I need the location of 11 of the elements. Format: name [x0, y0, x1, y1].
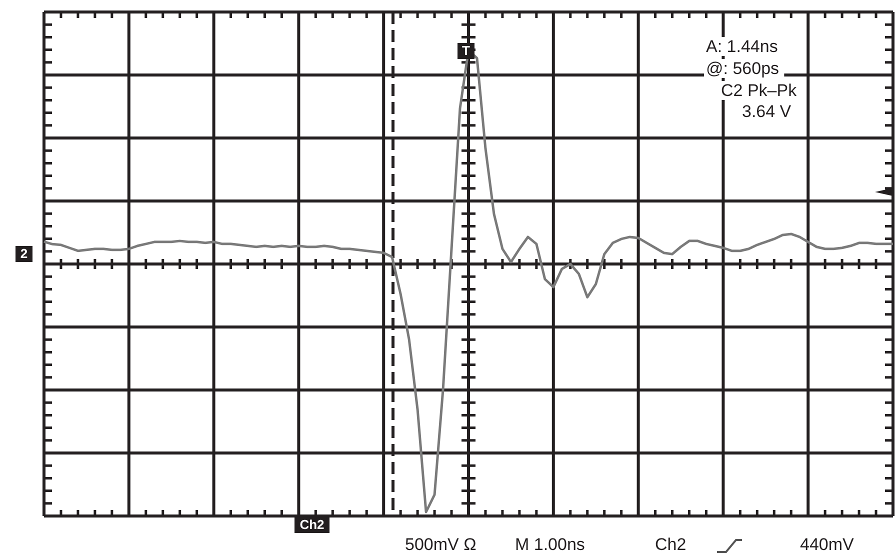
annotation: @: 560ps	[706, 59, 780, 78]
text: 440mV	[800, 535, 855, 554]
annotation: T	[462, 43, 470, 58]
text: Ch2	[300, 517, 324, 532]
annotation: C2 Pk–Pk	[721, 81, 798, 100]
annotation: A: 1.44ns	[706, 37, 778, 56]
text: 2	[20, 246, 28, 261]
annotation: 3.64 V	[742, 102, 792, 121]
text: 500mV Ω	[405, 535, 476, 554]
text: M 1.00ns	[515, 535, 585, 554]
text: Ch2	[655, 535, 686, 554]
